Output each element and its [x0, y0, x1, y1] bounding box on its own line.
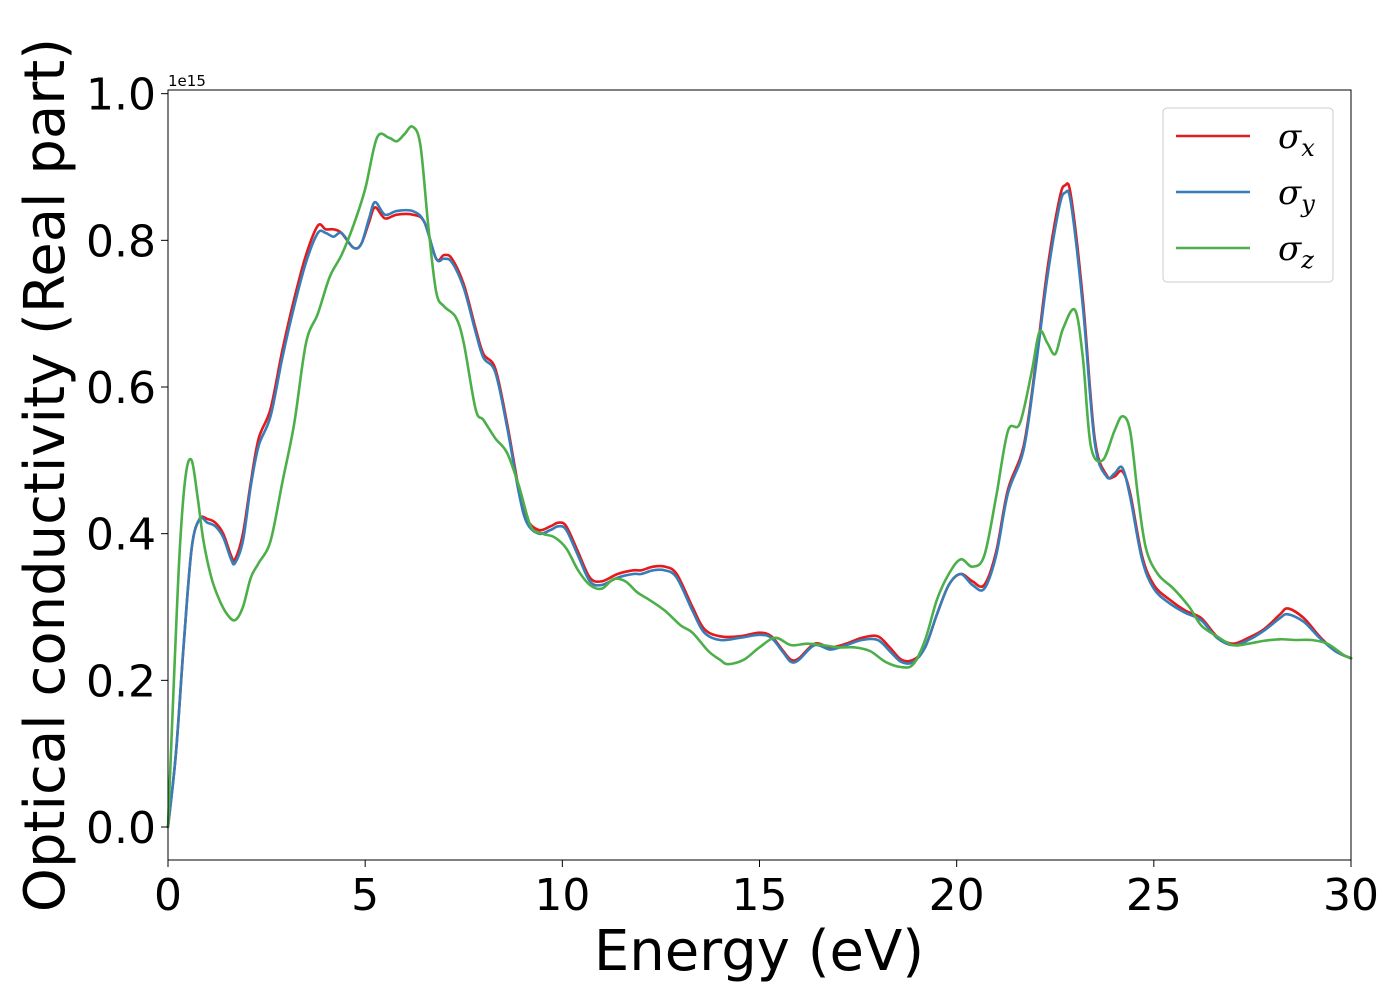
series-line-sigma-y [166, 189, 1353, 829]
series-line-sigma-z [166, 125, 1353, 829]
x-axis-label: Energy (eV) [594, 919, 924, 984]
y-tick-label: 0.0 [86, 803, 156, 854]
y-tick-label: 1.0 [86, 70, 156, 121]
y-tick-label: 0.6 [86, 363, 156, 414]
x-tick-label: 10 [534, 870, 590, 921]
x-axis-ticks: 0 5 10 15 20 25 30 [154, 860, 1379, 921]
x-tick-label: 20 [929, 870, 985, 921]
y-axis-ticks: 0.0 0.2 0.4 0.6 0.8 1.0 [86, 70, 168, 854]
x-tick-label: 25 [1126, 870, 1182, 921]
x-tick-label: 30 [1323, 870, 1379, 921]
x-tick-label: 5 [351, 870, 379, 921]
y-axis-label: Optical conductivity (Real part) [13, 38, 78, 912]
y-offset-label: 1e15 [168, 72, 206, 90]
plot-frame [167, 89, 1352, 861]
y-tick-label: 0.2 [86, 656, 156, 707]
plot-area [168, 90, 1351, 860]
x-tick-label: 15 [732, 870, 788, 921]
y-tick-label: 0.8 [86, 216, 156, 267]
y-tick-label: 0.4 [86, 510, 156, 561]
series-layer [166, 125, 1353, 829]
x-tick-label: 0 [154, 870, 182, 921]
legend-box [1162, 107, 1334, 283]
